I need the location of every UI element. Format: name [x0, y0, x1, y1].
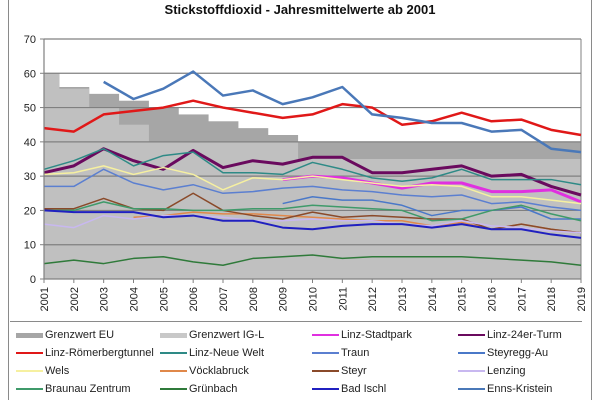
- legend-item: Linz-24er-Turm: [458, 326, 562, 344]
- legend-swatch: [160, 388, 187, 391]
- x-tick-label: 2004: [129, 287, 141, 311]
- legend-swatch: [458, 370, 485, 373]
- x-tick-label: 2010: [308, 287, 320, 311]
- legend-label: Steyregg-Au: [487, 347, 549, 359]
- axes: 0 10 20 30 40 50 60 70 2001 2002 2003 2004 2005 2006 2…: [24, 34, 588, 311]
- legend-label: Traun: [341, 347, 370, 359]
- legend-item: Steyr: [312, 362, 367, 380]
- series-line-wels: [43, 165, 582, 205]
- series-line-braunau-zentrum: [44, 201, 582, 222]
- legend-swatch: [16, 352, 43, 355]
- series-line-gr-nbach: [43, 254, 582, 267]
- legend-label: Linz-24er-Turm: [487, 329, 562, 341]
- legend-item: Steyregg-Au: [458, 344, 548, 362]
- legend-item: Linz-Neue Welt: [160, 344, 264, 362]
- legend-item: Linz-Römerbergtunnel: [16, 344, 154, 362]
- legend-swatch: [458, 352, 485, 355]
- series-line-bad-ischl: [43, 209, 582, 239]
- x-tick-label: 2003: [99, 287, 111, 311]
- legend-item: Grenzwert IG-L: [160, 326, 264, 344]
- y-tick-label: 50: [24, 103, 36, 115]
- x-tick-label: 2007: [218, 287, 230, 311]
- x-tick-label: 2001: [39, 287, 51, 311]
- legend-label: Grenzwert EU: [45, 329, 115, 341]
- legend-swatch: [16, 388, 43, 391]
- line-chart: 0 10 20 30 40 50 60 70 2001 2002 2003 2004 2005 2006 2…: [24, 34, 588, 311]
- x-tick-label: 2019: [576, 287, 588, 311]
- x-tick-label: 2011: [337, 287, 349, 311]
- y-tick-label: 20: [24, 205, 36, 217]
- series-line-traun: [44, 168, 582, 212]
- legend-label: Lenzing: [487, 365, 526, 377]
- legend-swatch: [312, 370, 339, 373]
- x-tick-label: 2008: [248, 287, 260, 311]
- series-line-enns-kristein: [103, 70, 582, 154]
- chart-title: Stickstoffdioxid - Jahresmittelwerte ab …: [164, 2, 436, 17]
- legend-swatch: [312, 334, 339, 337]
- legend-item: Wels: [16, 362, 69, 380]
- y-tick-label: 40: [24, 137, 36, 149]
- y-tick-label: 30: [24, 171, 36, 183]
- legend-item: Bad Ischl: [312, 380, 386, 398]
- legend-swatch: [16, 332, 43, 338]
- series-lines: [43, 70, 582, 267]
- legend: Grenzwert EU Grenzwert IG-L Linz-Stadtpark…: [10, 321, 582, 401]
- legend-swatch: [16, 370, 43, 373]
- series-line-linz-neue-welt: [43, 147, 582, 186]
- legend-item: Lenzing: [458, 362, 526, 380]
- x-tick-label: 2014: [427, 287, 439, 311]
- legend-label: Grenzwert IG-L: [189, 329, 265, 341]
- legend-swatch: [160, 332, 187, 338]
- legend-item: Traun: [312, 344, 369, 362]
- x-tick-label: 2013: [397, 287, 409, 311]
- series-line-linz-stadtpark: [282, 174, 582, 204]
- limit-igl-bar: [58, 88, 90, 279]
- legend-label: Vöcklabruck: [189, 365, 249, 377]
- legend-label: Linz-Stadtpark: [341, 329, 412, 341]
- series-line-steyregg-au: [282, 195, 581, 220]
- legend-label: Braunau Zentrum: [45, 383, 131, 395]
- legend-label: Bad Ischl: [341, 383, 387, 395]
- y-tick-label: 0: [30, 274, 36, 286]
- legend-item: Linz-Stadtpark: [312, 326, 412, 344]
- legend-label: Wels: [45, 365, 70, 377]
- legend-swatch: [160, 352, 187, 355]
- y-tick-label: 70: [24, 34, 36, 46]
- x-tick-label: 2018: [546, 287, 558, 311]
- x-tick-label: 2016: [487, 287, 499, 311]
- x-tick-label: 2005: [158, 287, 170, 311]
- x-tick-label: 2002: [69, 287, 81, 311]
- x-tick-label: 2017: [516, 287, 528, 311]
- legend-label: Linz-Römerbergtunnel: [45, 347, 154, 359]
- legend-item: Braunau Zentrum: [16, 380, 131, 398]
- legend-swatch: [312, 388, 339, 391]
- y-tick-label: 10: [24, 240, 36, 252]
- legend-label: Linz-Neue Welt: [189, 347, 264, 359]
- legend-item: Grenzwert EU: [16, 326, 114, 344]
- legend-swatch: [312, 352, 339, 355]
- legend-swatch: [458, 388, 485, 391]
- series-line-linz-r-merbergtunnel: [43, 99, 582, 137]
- y-tick-label: 60: [24, 68, 36, 80]
- legend-label: Steyr: [341, 365, 367, 377]
- series-line-lenzing: [43, 214, 582, 234]
- limit-igl-bar: [357, 159, 388, 279]
- x-tick-label: 2012: [367, 287, 379, 311]
- legend-item: Enns-Kristein: [458, 380, 552, 398]
- chart-frame: [8, 0, 592, 400]
- x-tick-label: 2009: [278, 287, 290, 311]
- legend-item: Vöcklabruck: [160, 362, 249, 380]
- x-tick-label: 2006: [188, 287, 200, 311]
- series-line-linz-24er-turm: [43, 147, 582, 197]
- limit-igl-bar: [387, 159, 418, 279]
- x-tick-label: 2015: [457, 287, 469, 311]
- limit-igl-bar: [118, 124, 149, 279]
- legend-label: Enns-Kristein: [487, 383, 553, 395]
- legend-swatch: [458, 334, 485, 337]
- legend-swatch: [160, 370, 187, 373]
- legend-label: Grünbach: [189, 383, 238, 395]
- limit-areas: [44, 39, 582, 280]
- legend-item: Grünbach: [160, 380, 237, 398]
- limit-igl-bar: [88, 107, 120, 279]
